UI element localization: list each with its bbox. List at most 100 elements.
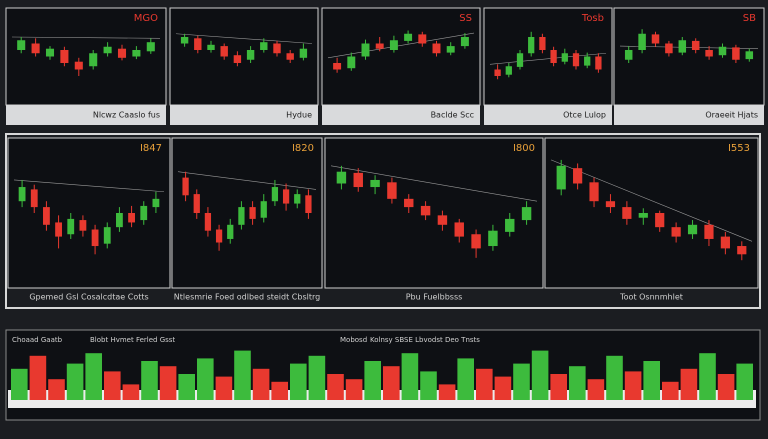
volume-bar bbox=[606, 355, 623, 400]
panel-footer-label: Baclde Scc bbox=[431, 111, 474, 120]
candle-body bbox=[146, 42, 155, 52]
panel-footer-label: Pbu Fuelbbsss bbox=[406, 293, 463, 302]
volume-bar bbox=[476, 368, 493, 400]
panel-footer bbox=[484, 105, 612, 125]
volume-bar bbox=[29, 355, 47, 400]
candle-body bbox=[55, 222, 62, 237]
trend-line bbox=[177, 171, 317, 190]
volume-bar bbox=[420, 371, 437, 400]
panel-title: I553 bbox=[728, 143, 750, 154]
panel-footer-label: Hydue bbox=[286, 111, 312, 120]
candle-body bbox=[737, 246, 747, 255]
candle-body bbox=[454, 222, 464, 237]
volume-bar bbox=[513, 363, 530, 400]
candle-body bbox=[678, 40, 687, 53]
volume-header: Mobosd bbox=[340, 336, 367, 344]
volume-bar bbox=[531, 350, 549, 400]
candle-body bbox=[573, 168, 583, 184]
candle-body bbox=[336, 171, 347, 184]
candle-body bbox=[215, 229, 223, 243]
volume-bar bbox=[11, 368, 28, 400]
candle-body bbox=[505, 66, 512, 75]
candle-body bbox=[589, 182, 599, 202]
candle-body bbox=[74, 61, 83, 70]
panel-title: I800 bbox=[513, 143, 535, 154]
candle-body bbox=[204, 213, 212, 231]
candle-body bbox=[460, 37, 469, 47]
volume-bar bbox=[290, 363, 307, 400]
candle-body bbox=[437, 215, 448, 225]
panel-footer-label: Otce Lulop bbox=[563, 111, 606, 120]
candle-body bbox=[233, 55, 242, 63]
candle-body bbox=[361, 43, 370, 57]
candle-body bbox=[305, 195, 312, 213]
volume-bar bbox=[494, 376, 512, 400]
candle-body bbox=[89, 53, 98, 67]
candle-body bbox=[446, 46, 455, 53]
candle-body bbox=[718, 46, 727, 56]
candle-body bbox=[128, 213, 135, 223]
candle-body bbox=[595, 56, 602, 70]
volume-bar bbox=[680, 368, 698, 400]
trend-line bbox=[550, 159, 753, 242]
candle-body bbox=[18, 187, 26, 202]
candle-body bbox=[691, 40, 700, 50]
candle-body bbox=[671, 227, 681, 237]
candle-body bbox=[333, 63, 342, 70]
candle-body bbox=[655, 213, 665, 228]
panel-footer bbox=[322, 105, 480, 125]
volume-bar bbox=[736, 363, 753, 400]
volume-header: Blobt Hvmet Ferled Gsst bbox=[90, 336, 175, 344]
candle-body bbox=[471, 234, 481, 249]
candle-body bbox=[152, 198, 160, 208]
candle-body bbox=[624, 50, 633, 60]
volume-bar bbox=[215, 376, 233, 400]
volume-bar bbox=[48, 379, 65, 400]
candle-body bbox=[521, 207, 532, 221]
candle-body bbox=[561, 53, 568, 62]
candle-body bbox=[271, 187, 279, 202]
candle-body bbox=[140, 205, 148, 221]
candle-body bbox=[622, 207, 632, 219]
candle-body bbox=[260, 42, 268, 50]
candle-body bbox=[249, 207, 256, 219]
candle-body bbox=[79, 220, 87, 231]
candle-body bbox=[17, 40, 26, 50]
candle-body bbox=[687, 224, 698, 235]
candle-body bbox=[705, 50, 713, 57]
volume-bar bbox=[624, 371, 642, 400]
candle-body bbox=[31, 43, 40, 54]
candle-body bbox=[246, 50, 255, 60]
volume-header: Kolnsy SBSE Lbvodst Deo Tnsts bbox=[370, 336, 480, 344]
volume-bar bbox=[717, 374, 735, 400]
panel-title: Tosb bbox=[581, 13, 604, 24]
panel-title: SS bbox=[459, 13, 472, 24]
volume-bar bbox=[141, 361, 158, 400]
candle-body bbox=[347, 56, 356, 69]
trend-line bbox=[11, 36, 161, 39]
volume-bar bbox=[197, 358, 214, 400]
candle-body bbox=[103, 46, 112, 54]
trend-line bbox=[175, 33, 313, 44]
candle-body bbox=[505, 218, 515, 232]
candle-body bbox=[194, 38, 202, 50]
volume-bar bbox=[383, 366, 400, 400]
panel-footer bbox=[614, 105, 764, 125]
candle-body bbox=[91, 229, 99, 247]
candle-body bbox=[418, 34, 427, 44]
candle-body bbox=[117, 48, 127, 58]
middle-frame bbox=[5, 133, 761, 309]
volume-bar bbox=[401, 353, 419, 400]
candle-body bbox=[30, 189, 38, 208]
candle-body bbox=[488, 230, 498, 247]
candle-body bbox=[516, 53, 524, 67]
candle-body bbox=[60, 50, 69, 63]
candle-body bbox=[370, 179, 380, 188]
panel-footer-label: Toot Osnnmhlet bbox=[619, 293, 683, 302]
candle-body bbox=[539, 37, 546, 50]
candle-body bbox=[273, 43, 281, 54]
candle-body bbox=[732, 47, 740, 60]
candle-body bbox=[43, 207, 50, 225]
